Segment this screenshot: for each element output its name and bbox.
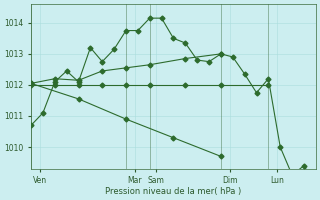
X-axis label: Pression niveau de la mer( hPa ): Pression niveau de la mer( hPa ) [105,187,242,196]
